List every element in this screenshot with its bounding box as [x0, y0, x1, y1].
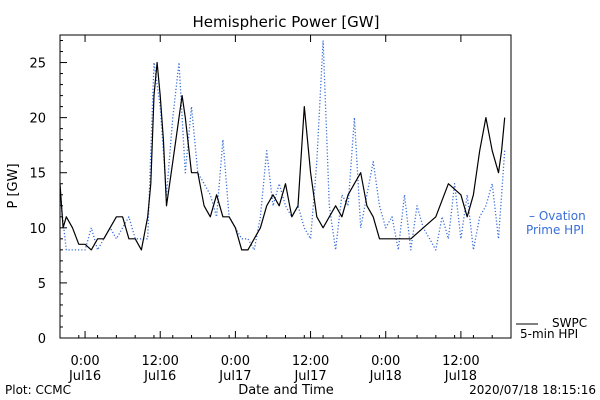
y-axis-ticks: 0 5 10 15 20 25 — [29, 40, 67, 347]
y-tick-label: 0 — [38, 332, 46, 347]
x-tick-label-date: Jul18 — [369, 369, 402, 384]
chart-title: Hemispheric Power [GW] — [193, 13, 380, 31]
x-tick-label-time: 12:00 — [141, 354, 178, 369]
series-lines — [59, 39, 506, 251]
x-axis-label: Date and Time — [238, 383, 334, 398]
y-axis-label: P [GW] — [6, 163, 21, 208]
x-tick-label-date: Jul16 — [68, 369, 101, 384]
y-tick-label: 20 — [29, 112, 46, 127]
y-tick-label: 25 — [29, 57, 46, 72]
series-swpc-line — [59, 61, 506, 251]
x-tick-label-time: 12:00 — [292, 354, 329, 369]
y-tick-label: 15 — [29, 167, 46, 182]
x-tick-label-time: 0:00 — [70, 354, 99, 369]
legend-ovation-line1: – Ovation — [529, 209, 586, 223]
legend-swpc-line1: SWPC — [552, 316, 587, 330]
x-tick-label-date: Jul17 — [218, 369, 251, 384]
x-tick-label-date: Jul18 — [444, 369, 477, 384]
x-tick-label-date: Jul17 — [293, 369, 326, 384]
y-tick-label: 10 — [29, 222, 46, 237]
x-tick-label-time: 0:00 — [221, 354, 250, 369]
x-tick-label-date: Jul16 — [143, 369, 176, 384]
plot-frame — [59, 34, 512, 339]
x-axis-ticks: 0:00Jul1612:00Jul160:00Jul1712:00Jul170:… — [59, 35, 512, 384]
y-tick-label: 5 — [38, 277, 46, 292]
x-tick-label-time: 12:00 — [442, 354, 479, 369]
footer-left: Plot: CCMC — [5, 383, 71, 397]
x-tick-label-time: 0:00 — [371, 354, 400, 369]
footer-timestamp: 2020/07/18 18:15:16 — [469, 383, 596, 397]
legend-swpc-line2: 5-min HPI — [520, 327, 578, 341]
legend-ovation-line2: Prime HPI — [526, 223, 584, 237]
series-ovation-prime-line — [59, 39, 506, 251]
